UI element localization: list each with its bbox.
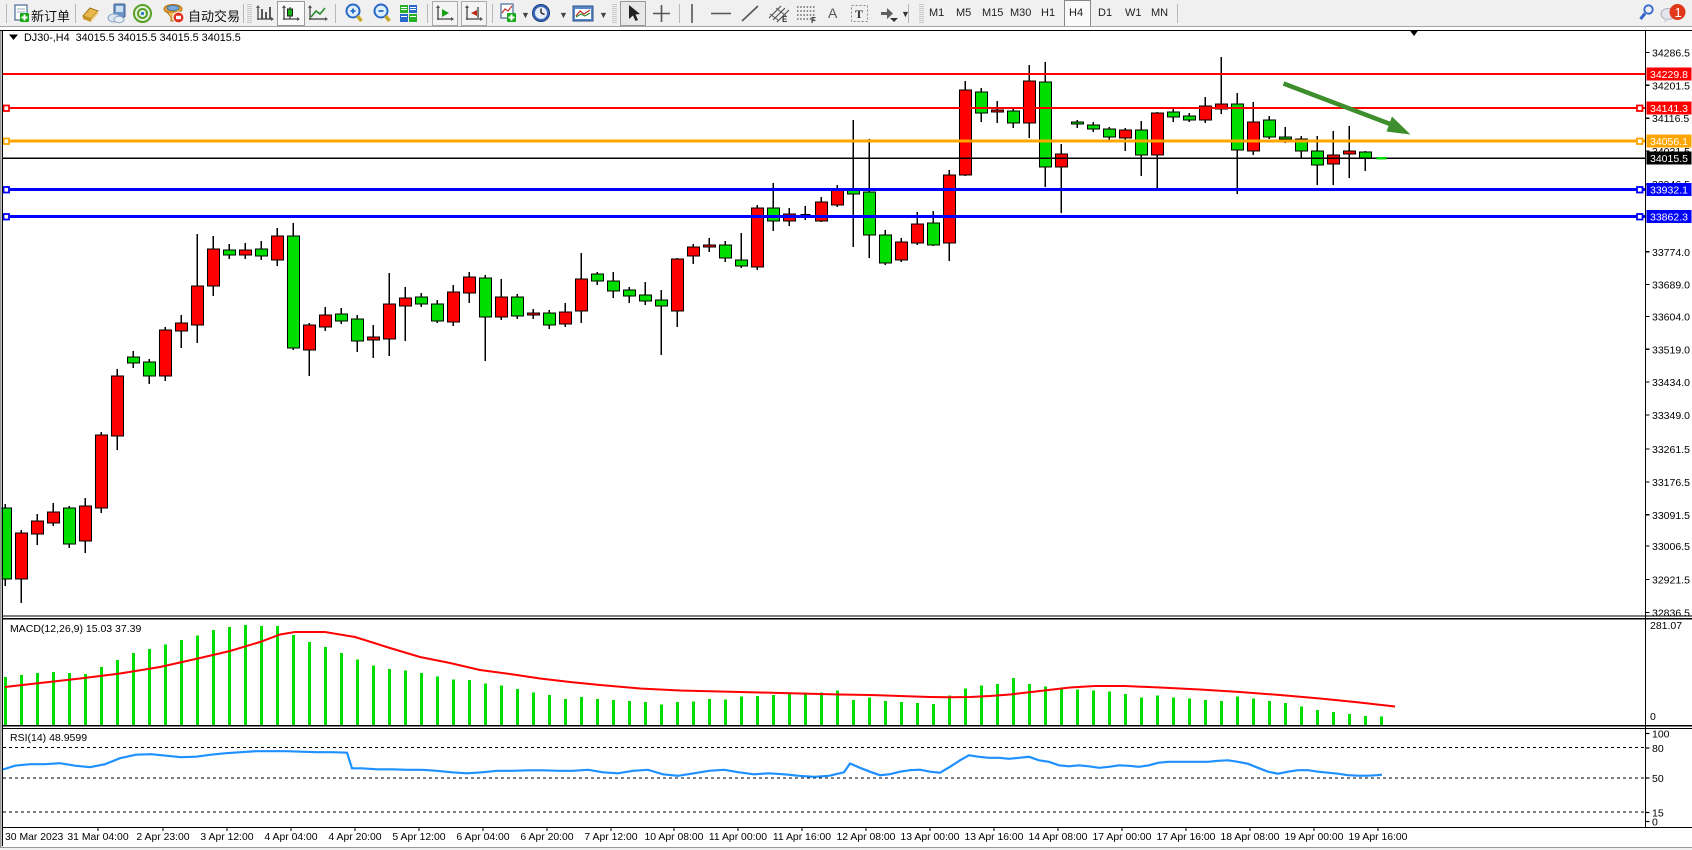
svg-text:RSI(14) 48.9599: RSI(14) 48.9599 bbox=[10, 732, 87, 744]
svg-text:0: 0 bbox=[1650, 711, 1656, 723]
svg-text:34141.3: 34141.3 bbox=[1650, 103, 1688, 115]
svg-text:15: 15 bbox=[1652, 808, 1664, 820]
svg-text:17 Apr 00:00: 17 Apr 00:00 bbox=[1093, 832, 1152, 843]
svg-text:34229.8: 34229.8 bbox=[1650, 69, 1688, 81]
svg-text:17 Apr 16:00: 17 Apr 16:00 bbox=[1157, 832, 1216, 843]
svg-text:33176.5: 33176.5 bbox=[1652, 477, 1690, 489]
svg-text:50: 50 bbox=[1652, 773, 1664, 785]
svg-text:4 Apr 20:00: 4 Apr 20:00 bbox=[328, 832, 381, 843]
svg-text:6 Apr 04:00: 6 Apr 04:00 bbox=[456, 832, 509, 843]
svg-text:11 Apr 16:00: 11 Apr 16:00 bbox=[773, 832, 831, 843]
svg-text:33261.5: 33261.5 bbox=[1652, 444, 1690, 456]
svg-text:32836.5: 32836.5 bbox=[1652, 608, 1690, 620]
svg-text:281.07: 281.07 bbox=[1650, 620, 1682, 632]
svg-text:34201.5: 34201.5 bbox=[1652, 80, 1690, 92]
svg-text:33932.1: 33932.1 bbox=[1650, 185, 1688, 197]
svg-text:5 Apr 12:00: 5 Apr 12:00 bbox=[392, 832, 445, 843]
svg-text:33434.0: 33434.0 bbox=[1652, 377, 1690, 389]
svg-text:33519.0: 33519.0 bbox=[1652, 344, 1690, 356]
svg-text:1: 1 bbox=[1675, 5, 1682, 20]
svg-text:33862.3: 33862.3 bbox=[1650, 212, 1688, 224]
svg-text:19 Apr 16:00: 19 Apr 16:00 bbox=[1349, 832, 1408, 843]
svg-text:34286.5: 34286.5 bbox=[1652, 47, 1690, 59]
svg-text:7 Apr 12:00: 7 Apr 12:00 bbox=[584, 832, 637, 843]
svg-text:19 Apr 00:00: 19 Apr 00:00 bbox=[1285, 832, 1344, 843]
svg-text:0: 0 bbox=[1652, 817, 1658, 829]
svg-text:100: 100 bbox=[1652, 729, 1670, 741]
svg-text:6 Apr 20:00: 6 Apr 20:00 bbox=[520, 832, 573, 843]
svg-text:80: 80 bbox=[1652, 743, 1664, 755]
svg-text:34056.1: 34056.1 bbox=[1650, 136, 1688, 148]
svg-text:13 Apr 00:00: 13 Apr 00:00 bbox=[901, 832, 960, 843]
svg-text:31 Mar 04:00: 31 Mar 04:00 bbox=[67, 832, 128, 843]
svg-text:3 Apr 12:00: 3 Apr 12:00 bbox=[200, 832, 253, 843]
svg-text:33006.5: 33006.5 bbox=[1652, 541, 1690, 553]
svg-text:13 Apr 16:00: 13 Apr 16:00 bbox=[965, 832, 1024, 843]
svg-text:4 Apr 04:00: 4 Apr 04:00 bbox=[264, 832, 317, 843]
svg-text:MACD(12,26,9) 15.03 37.39: MACD(12,26,9) 15.03 37.39 bbox=[10, 623, 141, 635]
svg-text:30 Mar 2023: 30 Mar 2023 bbox=[5, 832, 64, 843]
svg-text:E: E bbox=[782, 15, 788, 23]
svg-text:DJ30-,H4 34015.5 34015.5 3401: DJ30-,H4 34015.5 34015.5 34015.5 34015.5 bbox=[24, 32, 241, 44]
svg-text:10 Apr 08:00: 10 Apr 08:00 bbox=[645, 832, 704, 843]
svg-text:14 Apr 08:00: 14 Apr 08:00 bbox=[1029, 832, 1088, 843]
svg-text:18 Apr 08:00: 18 Apr 08:00 bbox=[1221, 832, 1280, 843]
svg-text:12 Apr 08:00: 12 Apr 08:00 bbox=[837, 832, 896, 843]
svg-text:33604.0: 33604.0 bbox=[1652, 312, 1690, 324]
svg-text:F: F bbox=[811, 16, 816, 23]
svg-text:33091.5: 33091.5 bbox=[1652, 510, 1690, 522]
svg-text:11 Apr 00:00: 11 Apr 00:00 bbox=[709, 832, 767, 843]
svg-text:34116.5: 34116.5 bbox=[1652, 113, 1689, 125]
svg-text:32921.5: 32921.5 bbox=[1652, 575, 1690, 587]
svg-text:33349.0: 33349.0 bbox=[1652, 410, 1690, 422]
svg-text:T: T bbox=[855, 7, 863, 21]
svg-text:34015.5: 34015.5 bbox=[1650, 153, 1688, 165]
svg-text:33689.0: 33689.0 bbox=[1652, 279, 1690, 291]
svg-text:33774.0: 33774.0 bbox=[1652, 247, 1690, 259]
svg-text:2 Apr 23:00: 2 Apr 23:00 bbox=[136, 832, 189, 843]
